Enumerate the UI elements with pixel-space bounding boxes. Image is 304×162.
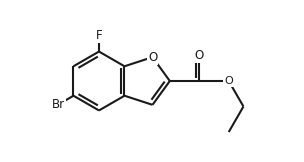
Text: O: O xyxy=(148,51,157,64)
Text: O: O xyxy=(195,49,204,63)
Text: Br: Br xyxy=(52,98,65,111)
Text: F: F xyxy=(96,29,102,42)
Text: O: O xyxy=(224,76,233,86)
